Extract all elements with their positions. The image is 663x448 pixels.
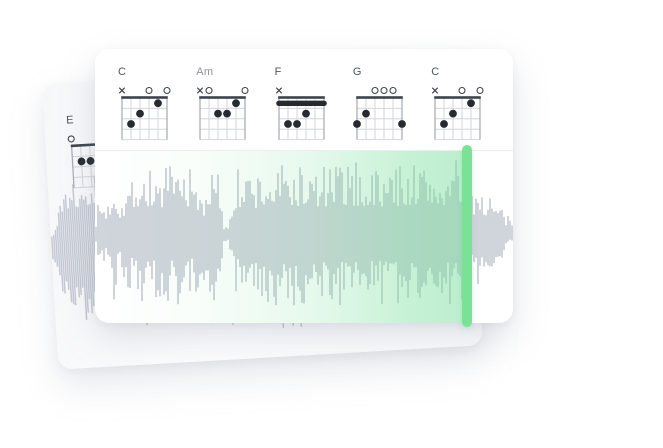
chord-block-g[interactable]: G bbox=[353, 66, 415, 147]
finger-dot bbox=[397, 120, 406, 128]
open-string-icon bbox=[476, 86, 484, 95]
nut-bar bbox=[277, 96, 325, 99]
finger-dot bbox=[292, 120, 301, 128]
finger-dot bbox=[223, 109, 232, 118]
chord-label: G bbox=[352, 66, 362, 78]
chord-label: C bbox=[431, 66, 440, 78]
finger-dot bbox=[301, 109, 310, 118]
chord-row: C Am F G C bbox=[95, 49, 513, 151]
finger-dot bbox=[361, 109, 370, 118]
open-string-icon bbox=[458, 86, 466, 95]
chord-label: Am bbox=[196, 66, 214, 78]
playhead-handle[interactable] bbox=[462, 145, 472, 327]
chord-diagram bbox=[275, 87, 327, 141]
open-string-icon bbox=[145, 86, 153, 95]
muted-string-icon bbox=[432, 87, 439, 94]
finger-dot bbox=[77, 157, 86, 166]
waveform-section[interactable] bbox=[95, 150, 513, 323]
chord-block-c[interactable]: C bbox=[431, 66, 493, 147]
finger-dot bbox=[352, 120, 361, 128]
barre-bar bbox=[275, 100, 327, 106]
chord-diagram bbox=[352, 86, 406, 141]
finger-dot bbox=[232, 99, 241, 108]
open-string-icon bbox=[380, 86, 388, 95]
nut-bar bbox=[199, 96, 247, 99]
finger-dot bbox=[283, 120, 292, 128]
front-waveform bbox=[95, 160, 513, 306]
open-string-icon bbox=[389, 86, 397, 95]
nut-bar bbox=[434, 96, 481, 99]
finger-dot bbox=[154, 99, 162, 108]
nut-bar bbox=[356, 96, 403, 99]
chord-block-am[interactable]: Am bbox=[196, 66, 258, 147]
finger-dot bbox=[86, 157, 95, 165]
chord-diagram bbox=[119, 86, 171, 141]
finger-dot bbox=[136, 109, 144, 118]
open-string-icon bbox=[163, 86, 171, 95]
open-string-icon bbox=[205, 86, 213, 95]
open-string-icon bbox=[371, 86, 379, 95]
open-string-icon bbox=[241, 86, 249, 95]
nut-bar bbox=[121, 96, 168, 99]
chord-block-c[interactable]: C bbox=[118, 66, 180, 147]
finger-dot bbox=[449, 109, 458, 118]
chord-diagram bbox=[197, 86, 249, 141]
muted-string-icon bbox=[119, 87, 125, 94]
finger-dot bbox=[214, 109, 223, 118]
chord-diagram bbox=[432, 86, 484, 141]
finger-dot bbox=[467, 99, 476, 108]
chord-label: C bbox=[118, 66, 127, 78]
front-song-card: C Am F G C bbox=[95, 49, 513, 323]
finger-dot bbox=[440, 120, 449, 128]
muted-string-icon bbox=[275, 87, 282, 94]
chord-label: F bbox=[274, 66, 282, 78]
muted-string-icon bbox=[197, 87, 204, 94]
chord-block-f[interactable]: F bbox=[275, 66, 337, 147]
open-string-icon bbox=[67, 135, 75, 143]
finger-dot bbox=[127, 120, 135, 128]
